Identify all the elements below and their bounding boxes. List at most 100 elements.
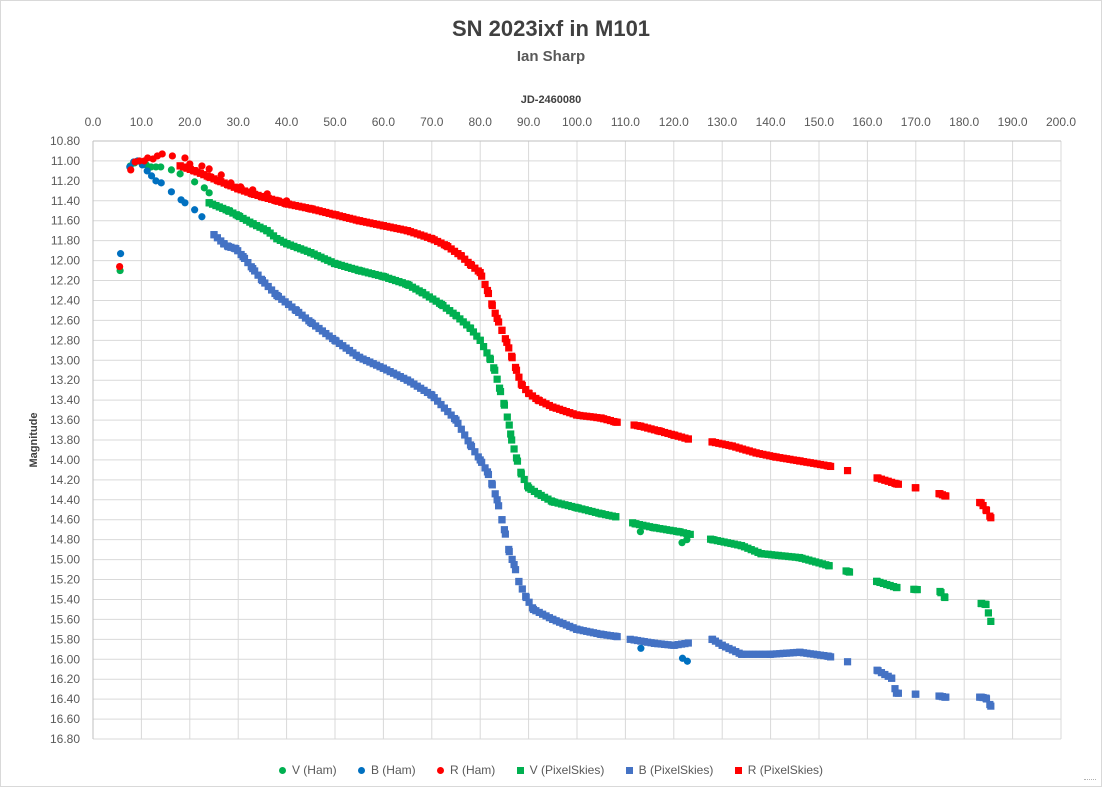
point-b-pixelskies [708,635,717,643]
point-v-pixelskies [686,530,694,538]
point-r-pixelskies [534,396,542,404]
point-r-pixelskies [428,235,436,243]
point-v-ham [636,528,645,536]
legend-item-r-ham[interactable]: R (Ham) [436,763,495,777]
point-v-pixelskies [534,490,542,498]
point-v-pixelskies [977,599,985,608]
point-b-pixelskies [941,693,949,701]
y-tick-label: 15.60 [50,612,80,626]
point-b-ham [637,644,645,652]
point-b-pixelskies [464,437,472,445]
point-r-pixelskies [936,490,944,498]
point-b-pixelskies [501,530,509,538]
point-v-pixelskies [650,524,659,532]
y-tick-label: 11.20 [51,174,80,188]
point-b-pixelskies [239,253,247,261]
x-tick-label: 180.0 [949,115,979,129]
point-b-ham [198,213,206,221]
point-v-pixelskies [941,593,949,602]
point-r-ham [237,183,245,191]
point-b-pixelskies [493,496,501,504]
point-r-pixelskies [912,484,920,492]
point-r-ham [168,152,176,160]
point-v-pixelskies [263,227,271,235]
x-tick-label: 100.0 [562,115,592,129]
y-tick-label: 12.80 [50,333,80,347]
y-tick-label: 11.40 [51,194,80,208]
point-v-pixelskies [205,199,213,207]
legend-item-r-pixelskies[interactable]: R (PixelSkies) [734,763,824,777]
x-tick-label: 0.0 [85,115,102,129]
legend-item-v-pixelskies[interactable]: V (PixelSkies) [516,763,604,777]
y-tick-label: 15.80 [50,632,80,646]
legend-marker [278,767,286,775]
point-v-pixelskies [825,561,833,570]
point-b-pixelskies [549,615,557,623]
point-b-ham [143,167,151,175]
legend-item-b-ham[interactable]: B (Ham) [357,763,416,777]
point-v-pixelskies [510,445,518,453]
point-b-pixelskies [498,516,506,524]
y-tick-label: 14.00 [50,453,80,467]
point-v-pixelskies [437,300,446,309]
point-r-ham [144,154,152,162]
point-b-pixelskies [796,648,804,656]
point-r-pixelskies [273,197,281,205]
point-b-ham [181,199,189,207]
point-v-pixelskies [525,484,533,492]
point-r-pixelskies [355,217,363,225]
point-r-pixelskies [505,344,513,352]
point-b-pixelskies [379,364,387,372]
point-v-pixelskies [503,413,511,421]
resize-handle[interactable] [1084,779,1096,783]
point-v-pixelskies [549,498,557,506]
point-r-pixelskies [525,389,533,397]
point-r-pixelskies [379,222,387,230]
point-b-pixelskies [737,650,746,658]
point-r-pixelskies [176,162,184,170]
point-r-pixelskies [892,480,901,488]
point-v-ham [205,189,213,197]
point-r-pixelskies [796,457,804,465]
point-b-pixelskies [515,577,523,586]
y-tick-label: 16.20 [50,672,80,686]
y-tick-label: 16.80 [50,732,80,746]
legend-label: V (Ham) [291,763,337,777]
point-r-pixelskies [258,193,266,201]
point-r-pixelskies [215,177,223,185]
point-b-pixelskies [612,632,620,640]
point-v-pixelskies [273,235,281,243]
y-tick-label: 15.00 [50,553,80,567]
legend-marker [436,767,444,775]
point-v-pixelskies [982,600,990,609]
point-b-pixelskies [476,456,484,464]
point-b-pixelskies [355,353,363,361]
point-r-pixelskies [503,338,511,346]
y-tick-label: 12.60 [50,313,80,327]
point-b-pixelskies [873,666,881,674]
y-tick-label: 16.00 [50,652,80,666]
point-b-pixelskies [481,464,489,472]
point-r-ham [227,179,235,187]
point-r-pixelskies [825,462,833,470]
point-b-pixelskies [684,639,692,647]
point-b-ham [191,206,199,214]
point-b-ham [167,188,176,196]
point-r-pixelskies [249,190,257,198]
legend-item-v-ham[interactable]: V (Ham) [278,763,337,777]
point-r-pixelskies [987,514,995,522]
point-r-pixelskies [466,260,475,269]
point-v-pixelskies [473,332,481,340]
y-tick-label: 13.80 [50,433,80,447]
y-tick-label: 11.00 [51,154,80,168]
point-r-ham [127,166,135,174]
x-tick-label: 140.0 [756,115,786,129]
point-v-pixelskies [476,336,484,344]
legend-label: R (PixelSkies) [747,763,824,777]
point-b-pixelskies [220,240,228,248]
point-b-pixelskies [529,605,538,614]
legend-item-b-pixelskies[interactable]: B (PixelSkies) [625,763,713,777]
point-v-pixelskies [984,609,992,617]
point-b-pixelskies [511,566,520,574]
point-r-pixelskies [549,403,557,411]
